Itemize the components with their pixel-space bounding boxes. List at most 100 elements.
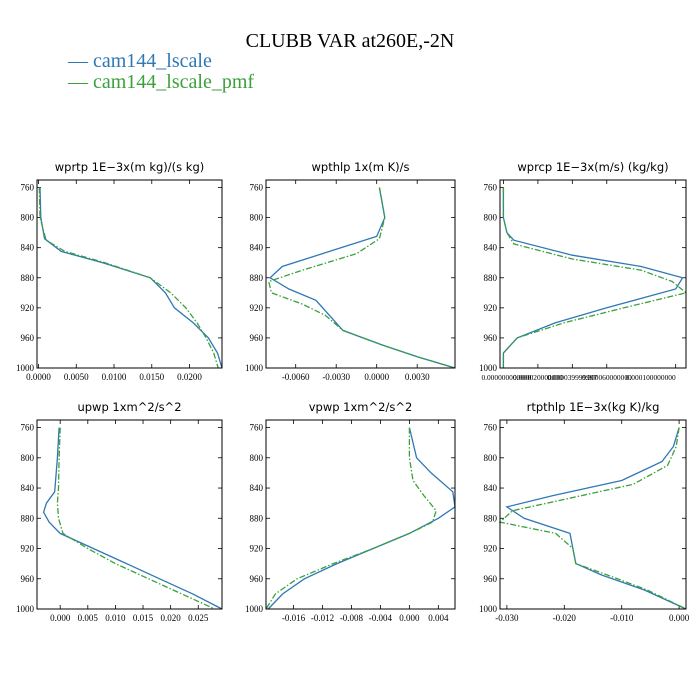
legend-label: cam144_lscale_pmf: [93, 71, 255, 93]
x-tick-label: 0.000: [399, 613, 420, 623]
y-tick-label: 760: [21, 423, 35, 433]
y-tick-label: 920: [21, 303, 35, 313]
series-line-cam144-lscale-pmf: [267, 187, 456, 369]
x-tick-label: 0.0050: [64, 372, 89, 382]
y-tick-label: 880: [484, 273, 498, 283]
y-tick-label: 1000: [245, 363, 264, 373]
x-tick-label: -0.030: [495, 613, 519, 623]
x-tick-label: 0.000: [50, 613, 71, 623]
y-tick-label: 800: [250, 213, 264, 223]
panel-title: rtpthlp 1E−3x(kg K)/kg: [527, 400, 660, 414]
series-line-cam144-lscale: [502, 187, 684, 368]
y-tick-label: 840: [21, 243, 35, 253]
y-tick-label: 880: [250, 273, 264, 283]
y-tick-label: 760: [484, 183, 498, 193]
legend-label: cam144_lscale: [93, 50, 212, 72]
plot-frame: [36, 419, 223, 610]
x-tick-label: 0.000020000000: [513, 373, 563, 382]
series-line-cam144-lscale: [269, 187, 456, 369]
x-tick-label: 0.0150: [139, 372, 164, 382]
plot-frame: [265, 419, 456, 610]
x-tick-label: 0.020: [161, 613, 182, 623]
y-tick-label: 880: [250, 513, 264, 523]
y-tick-label: 1000: [16, 604, 35, 614]
y-tick-label: 960: [250, 574, 264, 584]
x-tick-label: 0.000000000000: [481, 373, 531, 382]
y-tick-label: 880: [484, 513, 498, 523]
x-tick-label: 0.004: [428, 613, 449, 623]
series-line-cam144-lscale: [42, 427, 223, 610]
y-tick-label: 1000: [245, 604, 264, 614]
y-tick-label: 840: [250, 243, 264, 253]
x-tick-label: 0.000100000000: [626, 373, 676, 382]
y-tick-label: 800: [21, 453, 35, 463]
y-tick-label: 1000: [479, 604, 498, 614]
y-tick-label: 1000: [479, 363, 498, 373]
y-tick-label: 880: [21, 273, 35, 283]
y-tick-label: 920: [250, 544, 264, 554]
y-tick-label: 1000: [16, 363, 35, 373]
y-tick-label: 760: [484, 423, 498, 433]
panel-2: wpthlp 1x(m K)/s 760 800 840 880 920 960 1000 -0…: [245, 160, 456, 382]
x-tick-label: -0.012: [311, 613, 334, 623]
panel-4: upwp 1xm^2/s^2 760 800 840 880 920 960 1000 0.00…: [16, 400, 223, 623]
series-line-cam144-lscale-pmf: [498, 427, 687, 610]
y-tick-label: 840: [21, 483, 35, 493]
x-tick-label: 0.000039999997: [547, 373, 597, 382]
y-tick-label: 800: [21, 213, 35, 223]
series-line-cam144-lscale-pmf: [502, 187, 688, 368]
y-tick-label: 840: [484, 243, 498, 253]
x-tick-label: -0.016: [282, 613, 306, 623]
series-line-cam144-lscale: [505, 427, 687, 610]
x-tick-label: -0.0060: [282, 372, 310, 382]
plot-frame: [499, 179, 687, 369]
y-tick-label: 960: [484, 333, 498, 343]
legend-item-cam144-lscale-pmf: — cam144_lscale_pmf: [68, 71, 255, 93]
x-tick-label: 0.025: [188, 613, 209, 623]
plot-frame: [499, 419, 687, 610]
x-tick-label: 0.0000: [364, 372, 389, 382]
series-line-cam144-lscale-pmf: [56, 427, 216, 610]
x-tick-label: -0.010: [610, 613, 634, 623]
x-tick-label: -0.008: [340, 613, 364, 623]
y-tick-label: 880: [21, 513, 35, 523]
x-tick-label: -0.0030: [322, 372, 350, 382]
panel-5: vpwp 1xm^2/s^2 760 800 840 880 920 960 1000 -0.0…: [245, 400, 456, 623]
panel-title: vpwp 1xm^2/s^2: [309, 400, 413, 414]
panel-6: rtpthlp 1E−3x(kg K)/kg 760 800 840 880 920 960…: [479, 400, 690, 623]
x-tick-label: 0.005: [78, 613, 99, 623]
x-tick-label: -0.004: [369, 613, 393, 623]
y-tick-label: 840: [250, 483, 264, 493]
series-line-cam144-lscale-pmf: [265, 427, 437, 610]
y-tick-label: 920: [484, 303, 498, 313]
x-tick-label: 0.0100: [102, 372, 127, 382]
y-tick-label: 960: [484, 574, 498, 584]
series-line-cam144-lscale: [39, 187, 223, 369]
y-tick-label: 920: [21, 544, 35, 554]
y-tick-label: 920: [484, 544, 498, 554]
y-tick-label: 960: [21, 333, 35, 343]
y-tick-label: 800: [484, 453, 498, 463]
series-line-cam144-lscale-pmf: [38, 187, 219, 369]
y-tick-label: 760: [250, 423, 264, 433]
legend-item-cam144-lscale: — cam144_lscale: [68, 50, 212, 72]
panel-1: wprtp 1E−3x(m kg)/(s kg) 760 800 840 880 920 9…: [16, 160, 223, 382]
y-tick-label: 960: [250, 333, 264, 343]
y-tick-label: 960: [21, 574, 35, 584]
y-tick-label: 760: [21, 183, 35, 193]
x-tick-label: 0.000: [669, 613, 690, 623]
page-title: CLUBB VAR at260E,-2N: [245, 30, 455, 52]
plot-frame: [265, 179, 456, 369]
x-tick-label: 0.010: [105, 613, 126, 623]
x-tick-label: 0.0030: [405, 372, 430, 382]
panel-3: wprcp 1E−3x(m/s) (kg/kg) 760 800 840 880 920 9…: [479, 160, 688, 382]
y-tick-label: 800: [250, 453, 264, 463]
x-tick-label: 0.0000: [26, 372, 51, 382]
plot-frame: [36, 179, 223, 369]
panel-title: wprcp 1E−3x(m/s) (kg/kg): [517, 160, 668, 174]
y-tick-label: 800: [484, 213, 498, 223]
panel-title: wpthlp 1x(m K)/s: [311, 160, 409, 174]
x-tick-label: -0.020: [553, 613, 577, 623]
